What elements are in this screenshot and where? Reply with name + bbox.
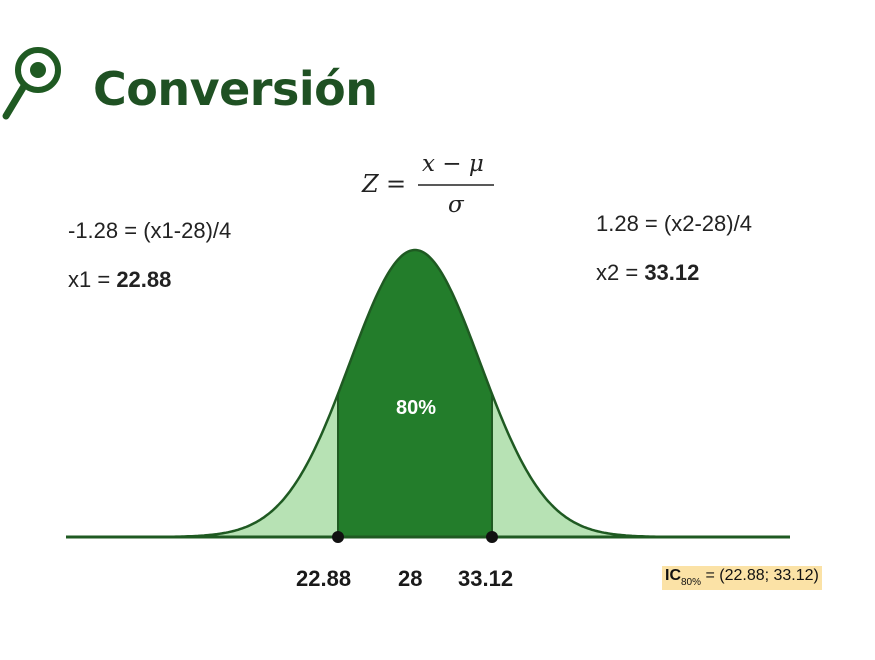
z-formula: Z = x − μ σ xyxy=(361,151,494,218)
confidence-interval-badge: IC80% = (22.88; 33.12) xyxy=(662,566,822,590)
left-equation: -1.28 = (x1-28)/4 xyxy=(68,218,232,243)
center-percent-label: 80% xyxy=(396,397,437,419)
left-result: x1 = 22.88 xyxy=(68,267,171,293)
ci-text: = (22.88; 33.12) xyxy=(701,567,819,584)
tick-mean: 28 xyxy=(398,566,423,591)
formula-equals: = xyxy=(386,170,406,198)
right-result-value: 33.12 xyxy=(644,260,700,285)
ci-prefix: IC xyxy=(665,567,681,584)
right-result: x2 = 33.12 xyxy=(596,260,699,286)
left-result-value: 22.88 xyxy=(116,267,172,292)
ci-subscript: 80% xyxy=(681,577,702,588)
tick-upper: 33.12 xyxy=(458,566,514,591)
formula-denominator: σ xyxy=(448,192,465,218)
search-icon xyxy=(2,47,61,120)
formula-numerator: x − μ xyxy=(422,151,484,177)
lower-bound-dot xyxy=(332,531,344,543)
page-title: Conversión xyxy=(93,62,378,116)
upper-bound-dot xyxy=(486,531,498,543)
right-equation: 1.28 = (x2-28)/4 xyxy=(596,211,752,236)
center-area-80 xyxy=(338,250,492,537)
formula-lhs: Z xyxy=(361,170,380,198)
right-result-label: x2 = xyxy=(596,260,645,285)
left-result-label: x1 = xyxy=(68,267,117,292)
tick-lower: 22.88 xyxy=(296,566,352,591)
